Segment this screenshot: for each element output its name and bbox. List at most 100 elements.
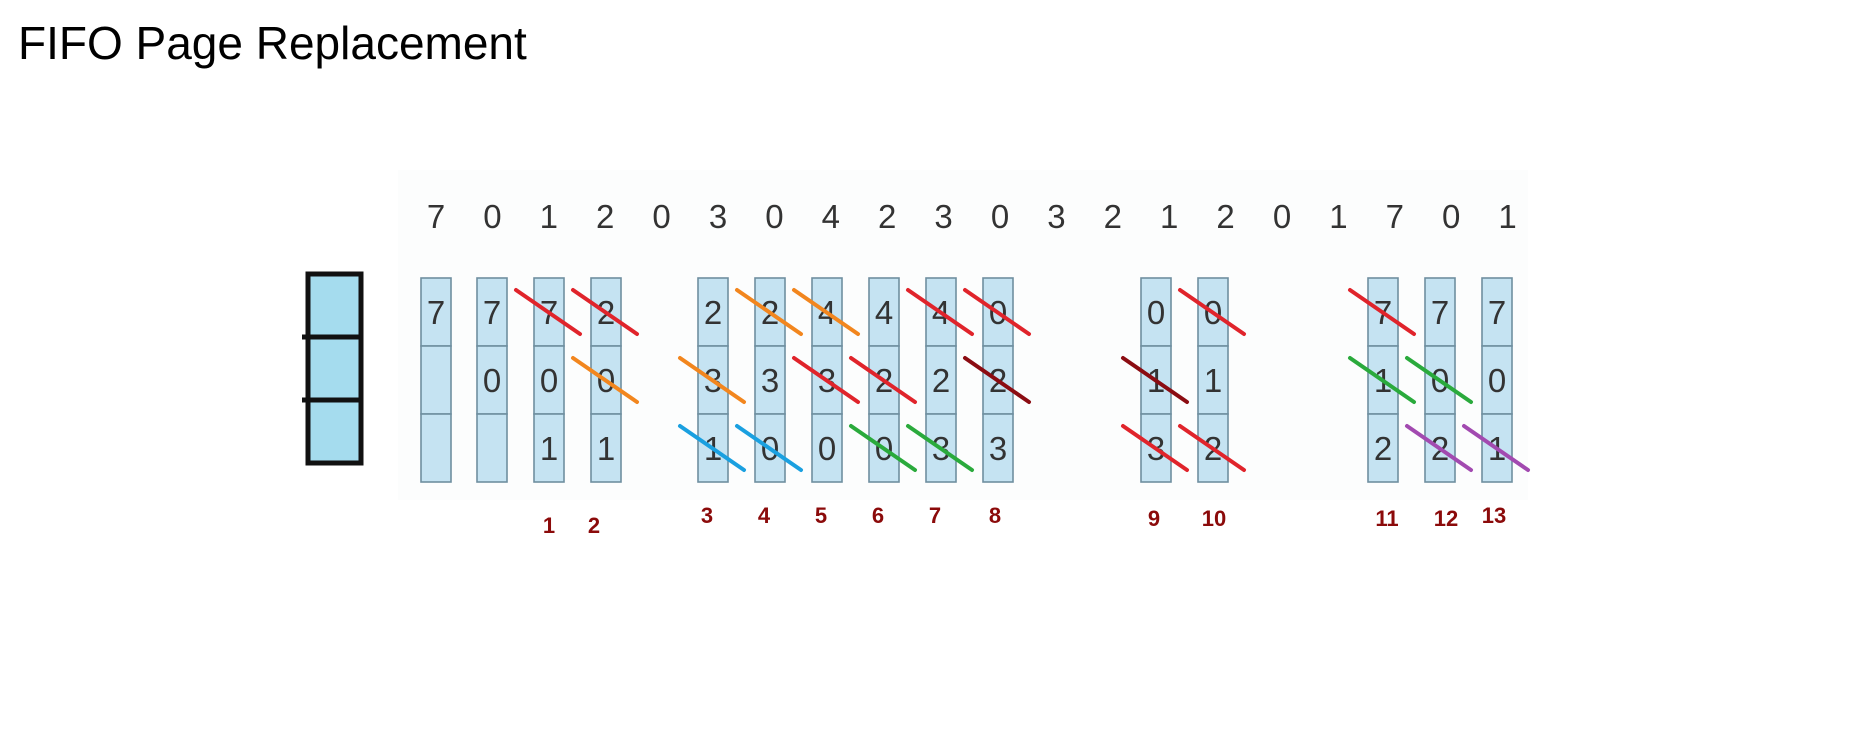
reference-page: 7 <box>427 198 445 235</box>
frame-cell <box>1481 345 1513 415</box>
page-title: FIFO Page Replacement <box>18 17 527 69</box>
frame-cell-value: 7 <box>1488 294 1506 331</box>
strike-mark <box>963 356 1031 404</box>
reference-page: 1 <box>1160 198 1178 235</box>
frame-cell <box>533 345 565 415</box>
strike-mark <box>1348 288 1416 336</box>
strike-mark <box>1178 288 1246 336</box>
legend-slot <box>305 271 364 340</box>
step-label: 5 <box>815 503 827 528</box>
reference-string: 7 0 1 2 0 3 0 4 2 3 0 3 2 1 2 0 1 7 0 1 <box>427 198 1517 235</box>
strike-mark <box>514 288 582 336</box>
step-label: 13 <box>1482 503 1506 528</box>
frame-column: 702 <box>1405 277 1473 483</box>
frame-cell <box>868 277 900 347</box>
strike-mark <box>571 288 639 336</box>
frame-column: 201 <box>571 277 639 483</box>
strike-mark <box>963 288 1031 336</box>
strike-mark <box>735 288 803 336</box>
step-label: 10 <box>1202 506 1226 531</box>
frame-cell <box>420 413 452 483</box>
reference-page: 0 <box>483 198 501 235</box>
reference-page: 2 <box>878 198 896 235</box>
frame-cell-value: 3 <box>761 362 779 399</box>
strike-mark <box>1405 424 1473 472</box>
strike-mark <box>735 424 803 472</box>
step-label: 3 <box>701 503 713 528</box>
frame-cell <box>982 413 1014 483</box>
step-label: 1 <box>543 513 555 538</box>
frame-cell-value: 7 <box>483 294 501 331</box>
frame-cell-value: 0 <box>1488 362 1506 399</box>
frame-cell-value: 3 <box>989 430 1007 467</box>
reference-page: 1 <box>1329 198 1347 235</box>
step-label: 11 <box>1375 506 1398 531</box>
strike-mark <box>792 356 860 404</box>
strike-mark <box>678 424 746 472</box>
frame-cell-value: 0 <box>540 362 558 399</box>
frame-cell <box>420 345 452 415</box>
reference-page: 0 <box>991 198 1009 235</box>
frame-column: 012 <box>1178 277 1246 483</box>
reference-page: 2 <box>1104 198 1122 235</box>
reference-page: 0 <box>652 198 670 235</box>
reference-page: 7 <box>1386 198 1404 235</box>
frame-cell-value: 1 <box>1204 362 1222 399</box>
step-label: 7 <box>929 503 941 528</box>
frame-cell <box>925 345 957 415</box>
frame-column: 701 <box>1462 277 1530 483</box>
frame-column: 430 <box>792 277 860 483</box>
reference-page: 3 <box>709 198 727 235</box>
step-labels: 1 2 3 4 5 6 7 8 9 10 11 12 13 <box>543 503 1506 538</box>
frame-cell <box>476 413 508 483</box>
strike-mark <box>1348 356 1416 404</box>
frame-column: 420 <box>849 277 917 483</box>
frame-cell <box>811 413 843 483</box>
reference-page: 0 <box>1442 198 1460 235</box>
reference-page: 2 <box>596 198 614 235</box>
frame-cell <box>533 413 565 483</box>
strike-mark <box>1405 356 1473 404</box>
frame-column: 712 <box>1348 277 1416 483</box>
frame-cell-value: 1 <box>597 430 615 467</box>
frame-cell <box>1481 277 1513 347</box>
frame-cell-value: 7 <box>1431 294 1449 331</box>
frame-cell <box>1367 413 1399 483</box>
frame-column: 70 <box>476 277 508 483</box>
step-label: 9 <box>1148 506 1160 531</box>
frame-cell-value: 2 <box>704 294 722 331</box>
strike-mark <box>1178 424 1246 472</box>
frame-cell-value: 1 <box>540 430 558 467</box>
legend-slot <box>305 334 364 403</box>
strike-mark <box>678 356 746 404</box>
reference-page: 3 <box>1047 198 1065 235</box>
frame-cell-value: 4 <box>875 294 893 331</box>
reference-page: 1 <box>540 198 558 235</box>
frame-column: 230 <box>735 277 803 483</box>
reference-page: 3 <box>934 198 952 235</box>
frame-cell <box>1424 277 1456 347</box>
frame-cell <box>697 277 729 347</box>
frame-cell-value: 2 <box>1374 430 1392 467</box>
frame-cell-value: 0 <box>1147 294 1165 331</box>
step-label: 6 <box>872 503 884 528</box>
reference-page: 0 <box>1273 198 1291 235</box>
step-label: 4 <box>758 503 771 528</box>
strike-mark <box>849 356 917 404</box>
diagram-background <box>398 170 1528 500</box>
frame-column: 023 <box>963 277 1031 483</box>
frame-cell-value: 2 <box>932 362 950 399</box>
frame-column: 231 <box>678 277 746 483</box>
strike-mark <box>792 288 860 336</box>
frame-cell <box>476 277 508 347</box>
frame-cell <box>590 413 622 483</box>
reference-page: 2 <box>1216 198 1234 235</box>
memory-frame-legend <box>302 271 364 466</box>
step-label: 2 <box>588 513 600 538</box>
reference-page: 4 <box>822 198 840 235</box>
frame-column: 7 <box>420 277 452 483</box>
frame-cell <box>1197 345 1229 415</box>
strike-mark <box>906 424 974 472</box>
step-label: 8 <box>989 503 1001 528</box>
